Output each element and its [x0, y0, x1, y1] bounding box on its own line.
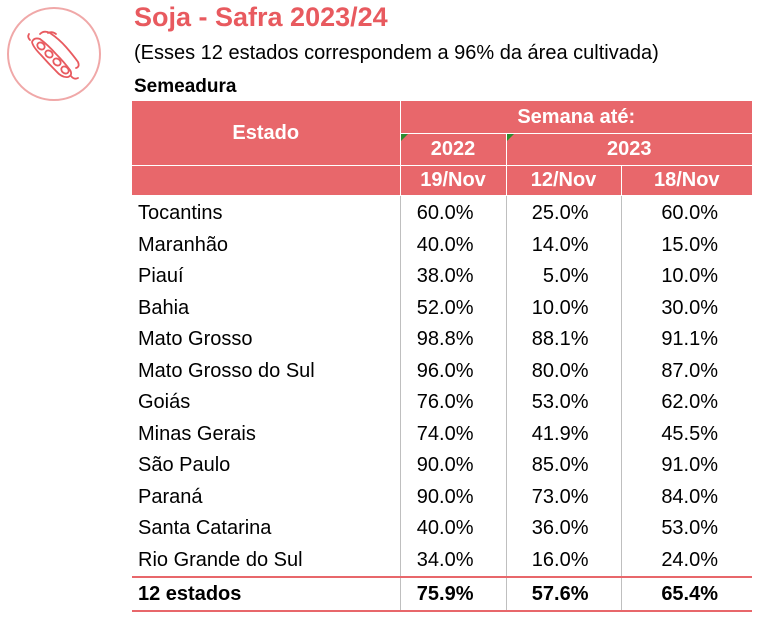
table-row: Maranhão 40.0% 14.0% 15.0%: [132, 229, 753, 261]
table-row: Minas Gerais 74.0% 41.9% 45.5%: [132, 418, 753, 450]
sowing-table: Estado Semana até: 2022 2023 19/Nov 12/N…: [132, 101, 753, 612]
value-cell: 84.0%: [620, 481, 753, 513]
comment-marker-icon: [400, 134, 408, 141]
table-row: Santa Catarina 40.0% 36.0% 53.0%: [132, 513, 753, 545]
total-row: 12 estados 75.9% 57.6% 65.4%: [132, 576, 753, 612]
state-name: Maranhão: [138, 233, 229, 256]
value-cell: 60.0%: [620, 195, 753, 230]
value-cell: 40.0%: [399, 513, 506, 545]
table-row: Rio Grande do Sul 34.0% 16.0% 24.0%: [132, 544, 753, 577]
state-name: Rio Grande do Sul: [138, 548, 303, 571]
state-name: Mato Grosso do Sul: [138, 359, 315, 382]
value-cell: 24.0%: [620, 544, 753, 577]
table-row: Mato Grosso do Sul 96.0% 80.0% 87.0%: [132, 355, 753, 387]
total-value: 65.4%: [620, 576, 753, 612]
value-cell: 14.0%: [505, 229, 621, 261]
value-cell: 10.0%: [620, 261, 753, 293]
soybean-logo: [4, 4, 108, 108]
page-title: Soja - Safra 2023/24: [134, 2, 388, 32]
value-cell: 90.0%: [399, 481, 506, 513]
table-row: Paraná 90.0% 73.0% 84.0%: [132, 481, 753, 513]
value-cell: 5.0%: [505, 261, 621, 293]
value-cell: 62.0%: [620, 387, 753, 419]
value-cell: 91.1%: [620, 324, 753, 356]
value-cell: 36.0%: [505, 513, 621, 545]
value-cell: 41.9%: [505, 418, 621, 450]
value-cell: 96.0%: [399, 355, 506, 387]
table-row: Piauí 38.0% 5.0% 10.0%: [132, 261, 753, 293]
value-cell: 85.0%: [505, 450, 621, 482]
value-cell: 16.0%: [505, 544, 621, 577]
table-row: Bahia 52.0% 10.0% 30.0%: [132, 292, 753, 324]
value-cell: 88.1%: [505, 324, 621, 356]
value-cell: 80.0%: [505, 355, 621, 387]
value-cell: 34.0%: [399, 544, 506, 577]
section-title: Semeadura: [134, 76, 237, 97]
table-row: São Paulo 90.0% 85.0% 91.0%: [132, 450, 753, 482]
week-header: Semana até:: [399, 101, 753, 134]
date-header: 19/Nov: [399, 165, 506, 196]
value-cell: 45.5%: [620, 418, 753, 450]
value-cell: 30.0%: [620, 292, 753, 324]
state-name: Paraná: [138, 485, 203, 508]
table-row: Goiás 76.0% 53.0% 62.0%: [132, 387, 753, 419]
state-column-header: Estado: [132, 101, 400, 166]
comment-marker-icon: [506, 134, 514, 141]
total-value: 75.9%: [399, 576, 506, 612]
table-row: Mato Grosso 98.8% 88.1% 91.1%: [132, 324, 753, 356]
state-name: Goiás: [138, 391, 191, 414]
date-header: 12/Nov: [505, 165, 621, 196]
value-cell: 15.0%: [620, 229, 753, 261]
total-value: 57.6%: [505, 576, 621, 612]
value-cell: 90.0%: [399, 450, 506, 482]
value-cell: 53.0%: [620, 513, 753, 545]
empty-header-cell: [132, 165, 400, 196]
value-cell: 53.0%: [505, 387, 621, 419]
state-name: Mato Grosso: [138, 328, 253, 351]
value-cell: 40.0%: [399, 229, 506, 261]
value-cell: 38.0%: [399, 261, 506, 293]
value-cell: 73.0%: [505, 481, 621, 513]
total-label: 12 estados: [132, 576, 400, 612]
value-cell: 25.0%: [505, 195, 621, 230]
value-cell: 74.0%: [399, 418, 506, 450]
value-cell: 76.0%: [399, 387, 506, 419]
table-row: Tocantins 60.0% 25.0% 60.0%: [132, 195, 753, 230]
state-name: Tocantins: [138, 202, 223, 225]
state-name: Piauí: [138, 265, 184, 288]
date-header: 18/Nov: [620, 165, 753, 196]
value-cell: 98.8%: [399, 324, 506, 356]
value-cell: 60.0%: [399, 195, 506, 230]
state-name: Minas Gerais: [138, 422, 256, 445]
state-name: Bahia: [138, 296, 190, 319]
soybean-pod-icon: [7, 7, 101, 101]
value-cell: 10.0%: [505, 292, 621, 324]
page-subtitle: (Esses 12 estados correspondem a 96% da …: [134, 42, 659, 64]
value-cell: 91.0%: [620, 450, 753, 482]
state-name: São Paulo: [138, 454, 231, 477]
year-header-2023: 2023: [505, 133, 753, 166]
value-cell: 52.0%: [399, 292, 506, 324]
state-name: Santa Catarina: [138, 517, 272, 540]
value-cell: 87.0%: [620, 355, 753, 387]
year-header-2022: 2022: [399, 133, 506, 166]
